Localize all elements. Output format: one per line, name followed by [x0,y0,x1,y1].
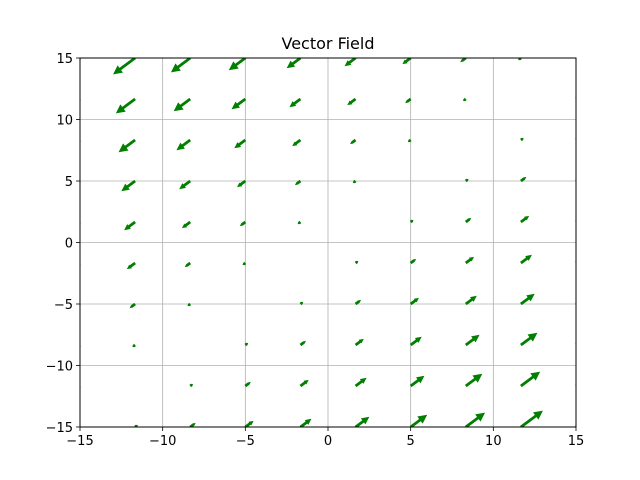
vector-arrow [299,418,312,427]
vector-arrow [464,217,472,224]
vector-arrow [350,138,357,145]
vector-arrow [292,138,302,147]
vector-arrow [244,420,254,427]
x-tick-label: −5 [236,434,255,449]
vector-arrow [347,97,357,106]
vector-arrow [124,220,136,231]
x-tick-label: 5 [407,434,415,449]
vector-arrow [354,338,364,347]
y-tick-label: 15 [56,52,73,67]
vector-arrow [520,215,530,224]
x-tick-label: −15 [66,434,93,449]
vector-arrow [518,58,522,61]
y-tick-label: 0 [65,237,73,252]
vector-arrow [176,138,192,151]
x-tick-label: −10 [149,434,176,449]
vector-arrow [113,58,136,75]
y-tick-label: 5 [65,175,73,190]
vector-arrow [520,137,524,142]
y-tick-label: −5 [54,298,73,313]
vector-arrow [184,261,192,268]
vector-arrow [407,138,412,143]
vector-arrow [189,383,193,388]
vector-arrow [297,220,302,225]
vector-arrow [129,302,136,309]
x-tick-label: 10 [485,434,502,449]
vector-arrow [244,342,249,347]
vector-arrow [405,97,412,104]
vector-arrow [354,377,367,388]
vector-arrow [121,179,136,192]
vector-arrow [231,97,247,110]
vector-arrow [242,261,247,266]
arrow-layer [80,58,576,427]
vector-arrow [286,58,302,69]
vector-arrow [409,375,425,388]
vector-arrow [464,178,469,183]
x-tick-label: 0 [324,434,332,449]
vector-arrow [344,58,357,67]
vector-arrow [409,336,422,347]
vector-arrow [464,295,477,306]
vector-arrow [181,220,192,229]
vector-arrow [354,260,359,265]
vector-arrow [460,58,467,63]
vector-arrow [464,373,483,388]
vector-arrow [115,97,136,114]
vector-arrow [244,381,251,388]
vector-arrow [134,424,138,427]
vector-arrow [409,414,428,427]
vector-arrow [173,97,192,112]
vector-arrow [237,179,247,188]
vector-arrow [402,58,412,65]
axis-ticks: −15 −10 −5 0 5 10 15 −15 −10 −5 0 5 10 15 [46,52,585,449]
y-tick-label: 10 [56,114,73,129]
vector-arrow [132,343,136,348]
vector-arrow [289,97,302,108]
vector-arrow [520,254,532,265]
vector-arrow [352,179,357,184]
vector-arrow [187,302,192,307]
vector-arrow [299,379,309,388]
vector-arrow [520,176,527,183]
vector-arrow [409,258,417,265]
vector-arrow [299,301,304,306]
vector-arrow [189,422,196,427]
vector-arrow [126,261,136,270]
y-tick-label: −10 [46,360,73,375]
y-tick-label: −15 [46,421,73,436]
vector-arrow [179,179,192,190]
vector-arrow [118,138,136,153]
vector-arrow [464,334,480,347]
vector-arrow [520,293,535,306]
x-tick-label: 15 [568,434,585,449]
vector-arrow [234,138,247,149]
vector-arrow [299,340,306,347]
vector-arrow [170,58,192,73]
vector-arrow [520,410,543,427]
vector-arrow [409,297,419,306]
vector-arrow [294,179,302,186]
vector-arrow [464,412,486,427]
vector-arrow [354,416,370,427]
vector-arrow [463,97,467,102]
vector-arrow [228,58,247,71]
vector-arrow [239,220,247,227]
vector-arrow [520,332,538,347]
vector-arrow [409,219,414,224]
chart-title: Vector Field [282,34,375,53]
vector-arrow [520,371,541,388]
vector-arrow [354,299,362,306]
vector-arrow [464,256,475,265]
